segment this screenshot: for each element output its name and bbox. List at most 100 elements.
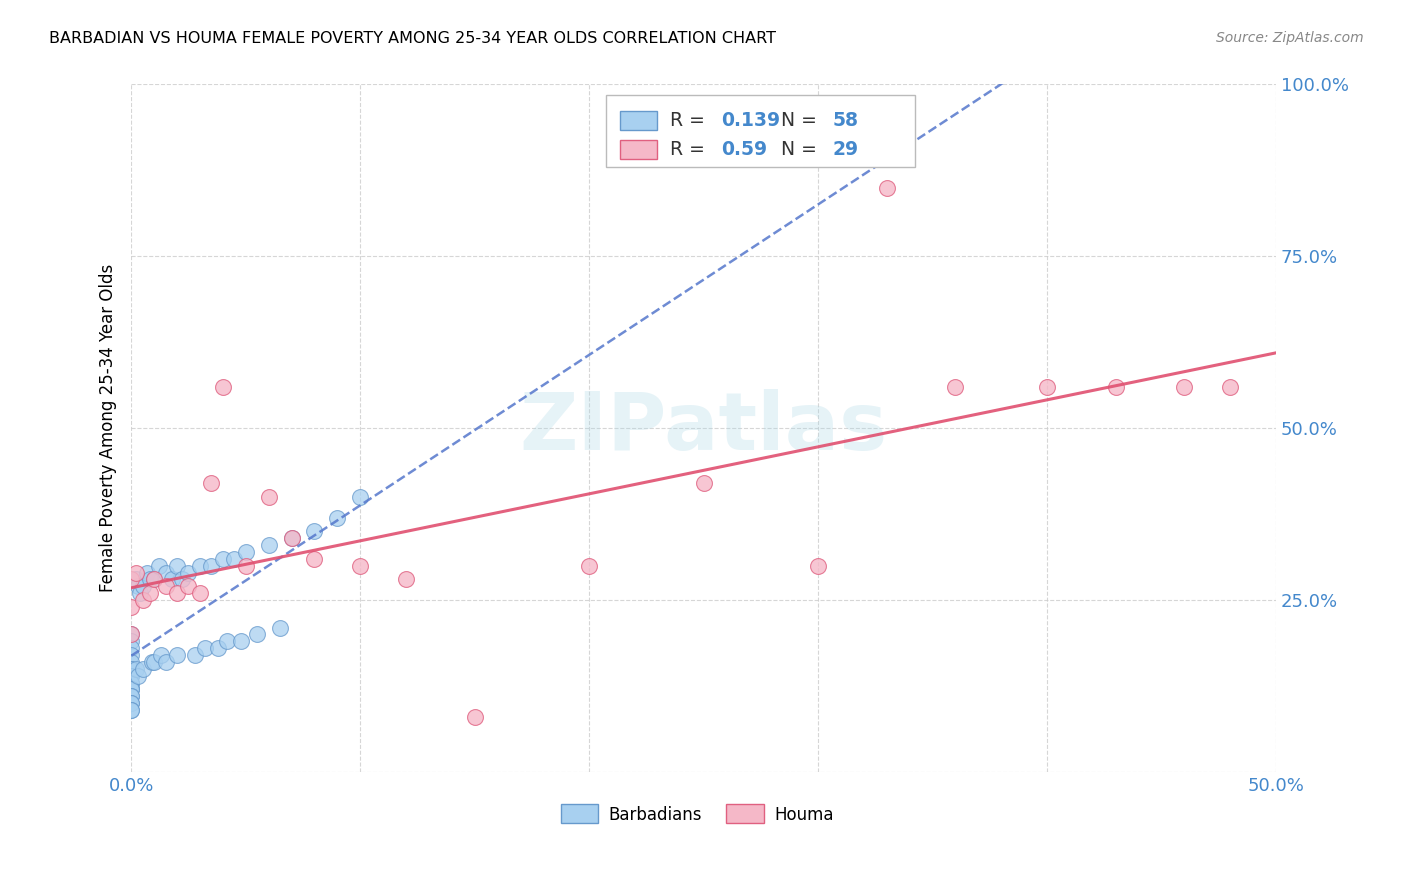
Point [155, 566, 177, 580]
FancyBboxPatch shape [561, 805, 599, 823]
Point [120, 573, 142, 587]
FancyBboxPatch shape [620, 140, 657, 160]
Point [136, 566, 159, 580]
Point [876, 180, 898, 194]
Point [326, 510, 349, 524]
Point [120, 634, 142, 648]
FancyBboxPatch shape [606, 95, 915, 167]
Point [155, 655, 177, 669]
Point [177, 579, 200, 593]
Point [125, 662, 148, 676]
Point [120, 655, 142, 669]
Text: 29: 29 [832, 140, 859, 160]
Point [120, 641, 142, 656]
Point [464, 710, 486, 724]
Point [143, 573, 166, 587]
Point [269, 621, 291, 635]
Point [120, 690, 142, 704]
Point [120, 682, 142, 697]
Point [280, 531, 302, 545]
Point [945, 380, 967, 394]
Text: R =: R = [671, 140, 711, 160]
Point [143, 573, 166, 587]
Point [280, 531, 302, 545]
Point [257, 538, 280, 552]
Point [120, 675, 142, 690]
Point [138, 573, 160, 587]
Point [692, 476, 714, 491]
Point [120, 675, 142, 690]
Point [129, 586, 152, 600]
Point [120, 648, 142, 662]
Text: R =: R = [671, 111, 711, 129]
Point [162, 573, 184, 587]
Point [155, 579, 177, 593]
Text: 58: 58 [832, 111, 859, 129]
Point [235, 545, 257, 559]
Point [211, 551, 233, 566]
Point [257, 490, 280, 504]
Point [120, 696, 142, 710]
Point [127, 579, 149, 593]
Point [125, 566, 148, 580]
Point [166, 586, 188, 600]
Text: 0.139: 0.139 [721, 111, 780, 129]
Text: BARBADIAN VS HOUMA FEMALE POVERTY AMONG 25-34 YEAR OLDS CORRELATION CHART: BARBADIAN VS HOUMA FEMALE POVERTY AMONG … [49, 31, 776, 46]
Point [207, 641, 229, 656]
Point [246, 627, 269, 641]
Point [170, 573, 193, 587]
Point [120, 690, 142, 704]
Point [148, 558, 170, 573]
Point [235, 558, 257, 573]
Point [231, 634, 253, 648]
FancyBboxPatch shape [727, 805, 765, 823]
Point [184, 648, 207, 662]
Text: ZIPatlas: ZIPatlas [519, 389, 887, 467]
Point [131, 579, 153, 593]
Point [1105, 380, 1128, 394]
Point [120, 682, 142, 697]
Point [200, 558, 222, 573]
Point [188, 586, 211, 600]
Point [1219, 380, 1241, 394]
Point [200, 476, 222, 491]
Text: Houma: Houma [775, 805, 834, 823]
FancyBboxPatch shape [620, 111, 657, 130]
Point [138, 586, 160, 600]
Point [120, 682, 142, 697]
Point [150, 648, 173, 662]
Point [120, 696, 142, 710]
Point [349, 558, 371, 573]
Text: 0.59: 0.59 [721, 140, 766, 160]
Point [211, 380, 233, 394]
Point [120, 703, 142, 717]
Point [120, 599, 142, 614]
Point [807, 558, 830, 573]
Point [166, 558, 188, 573]
Point [120, 668, 142, 682]
Point [120, 627, 142, 641]
Point [143, 655, 166, 669]
Point [395, 573, 418, 587]
Point [304, 524, 326, 539]
Point [217, 634, 239, 648]
Point [120, 627, 142, 641]
Point [141, 655, 163, 669]
Point [120, 662, 142, 676]
Point [120, 668, 142, 682]
Point [127, 668, 149, 682]
Point [131, 593, 153, 607]
Point [1036, 380, 1059, 394]
Point [131, 662, 153, 676]
Point [188, 558, 211, 573]
Point [177, 566, 200, 580]
Point [166, 648, 188, 662]
Text: Barbadians: Barbadians [609, 805, 702, 823]
Text: N =: N = [782, 111, 824, 129]
Text: Source: ZipAtlas.com: Source: ZipAtlas.com [1216, 31, 1364, 45]
Point [1173, 380, 1195, 394]
Point [304, 551, 326, 566]
Point [193, 641, 215, 656]
Point [120, 662, 142, 676]
Point [349, 490, 371, 504]
